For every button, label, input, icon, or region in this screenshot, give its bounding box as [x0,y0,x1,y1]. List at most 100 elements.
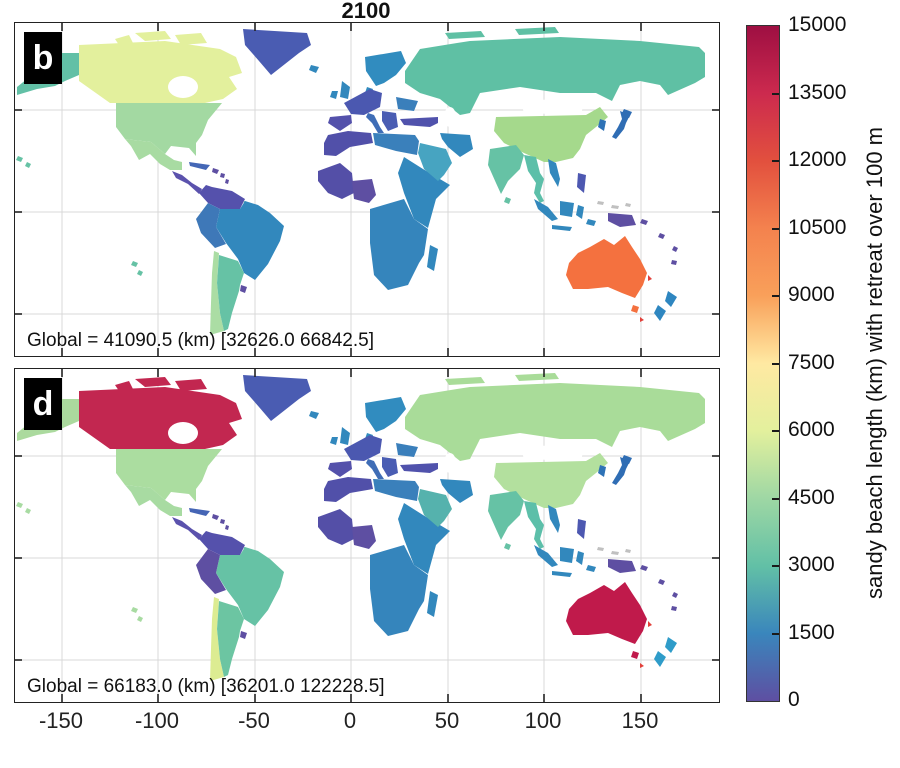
region-korea-d [598,465,606,477]
region-iran-d [440,479,473,503]
map-panel-b: b Global = 41090.5 (km) [32626.0 66842.5… [14,22,720,357]
region-east_europe-d [396,443,418,457]
colorbar-tick-label: 4500 [788,485,835,509]
region-central_america-d [172,517,202,540]
region-north_africa_west-d [324,477,373,502]
region-italy-d [366,459,384,486]
region-australia-b [566,236,647,313]
region-uruguay-d [240,631,247,639]
colorbar-tick-label: 13500 [788,80,847,104]
region-canada-d [79,377,242,449]
region-india-b [488,145,524,204]
region-new_guinea-b [608,213,636,227]
region-argentina-d [217,601,244,677]
region-greenland-b [243,29,311,75]
region-iceland-b [309,65,319,73]
colorbar-tick-label: 7500 [788,350,835,374]
region-saudi_arabia-d [418,489,452,527]
colorbar-tick-label: 3000 [788,553,835,576]
region-nigeria_gulf-b [352,179,376,203]
region-argentina-b [217,255,244,331]
colorbar-tickmark [772,497,779,500]
colorbar-tickmark [772,227,779,230]
colorbar-axis-label: sandy beach length (km) with retreat ove… [862,126,887,599]
colorbar-tickmark [772,430,779,432]
region-turkey-b [400,117,438,127]
region-east_africa-b [398,157,450,228]
region-turkey-d [400,463,438,473]
region-vietnam-b [548,159,560,187]
region-cuba-b [189,162,210,170]
region-colombia_venezuela-b [199,185,245,209]
region-east_africa-d [398,503,450,574]
region-chile-d [210,597,224,681]
x-axis-tick-label: 100 [524,708,562,733]
region-philippines-b [577,173,586,193]
colorbar-tickmark [772,92,779,95]
colorbar-tick-label: 1500 [788,620,835,644]
colorbar-tick-label: 10500 [788,215,847,239]
region-no_data-d [597,547,631,555]
region-cuba-d [189,508,210,516]
panel-label-b: b [24,32,62,84]
region-se_asia-d [524,501,544,549]
region-east_europe-b [396,97,418,111]
region-iran-b [440,133,473,157]
region-scandinavia-d [365,397,406,441]
region-balkans-b [382,111,398,131]
region-southern_africa-b [370,199,428,290]
colorbar-tick-label: 0 [788,688,800,711]
region-new_zealand-d [654,637,677,667]
region-hudson_bay-b [168,76,198,98]
global-stat-d: Global = 66183.0 (km) [36201.0 122228.5] [27,676,385,697]
region-mongolia_interior-d [520,445,586,461]
colorbar-tickmark [772,160,779,162]
region-mexico-b [125,139,182,170]
region-madagascar-b [427,245,438,271]
region-china-d [494,453,608,508]
region-new_zealand-b [654,291,677,321]
region-indonesia-b [534,199,596,231]
region-uruguay-b [240,285,247,293]
colorbar-tick-label: 6000 [788,418,835,441]
world-map-b [15,23,719,356]
region-new_guinea-d [608,559,636,573]
region-iceland-d [309,411,319,419]
region-russia_slivers-d [445,373,559,385]
region-russia_slivers-b [445,27,559,39]
region-caribbean-b [212,168,229,184]
region-balkans-d [382,457,398,477]
region-iberia-d [328,461,352,477]
region-uk_ireland-d [330,427,350,445]
region-madagascar-d [427,591,438,617]
region-philippines-d [577,519,586,539]
region-uk_ireland-b [330,81,350,99]
map-panel-d: d Global = 66183.0 (km) [36201.0 122228.… [14,368,720,703]
x-axis-tick-label: -150 [38,708,84,733]
region-usa-d [116,449,222,502]
region-mexico-d [125,485,182,516]
region-korea-b [598,119,606,131]
panel-label-d: d [24,378,62,430]
x-axis-tick-label: 50 [434,708,460,733]
world-map-d [15,369,719,702]
region-brazil-b [216,201,284,280]
colorbar-tick-label: 15000 [788,13,847,36]
region-central_america-b [172,171,202,194]
region-caspian_sea-d [444,453,456,473]
region-west_europe-b [344,89,382,115]
region-italy-b [366,113,384,140]
x-axis-tick-label: 150 [621,708,659,733]
colorbar-tick-label: 12000 [788,148,847,171]
x-axis-tick-label: -50 [238,708,270,733]
colorbar-tick-label: 9000 [788,283,835,306]
region-pacific_islands-b [640,219,678,265]
region-australia-d [566,582,647,659]
region-india-d [488,491,524,550]
region-scattered_green-d [16,502,143,622]
region-japan-d [612,455,632,485]
region-saudi_arabia-b [418,143,452,181]
region-vietnam-d [548,505,560,533]
region-peru-b [196,203,226,248]
region-north_africa_west-b [324,131,373,156]
